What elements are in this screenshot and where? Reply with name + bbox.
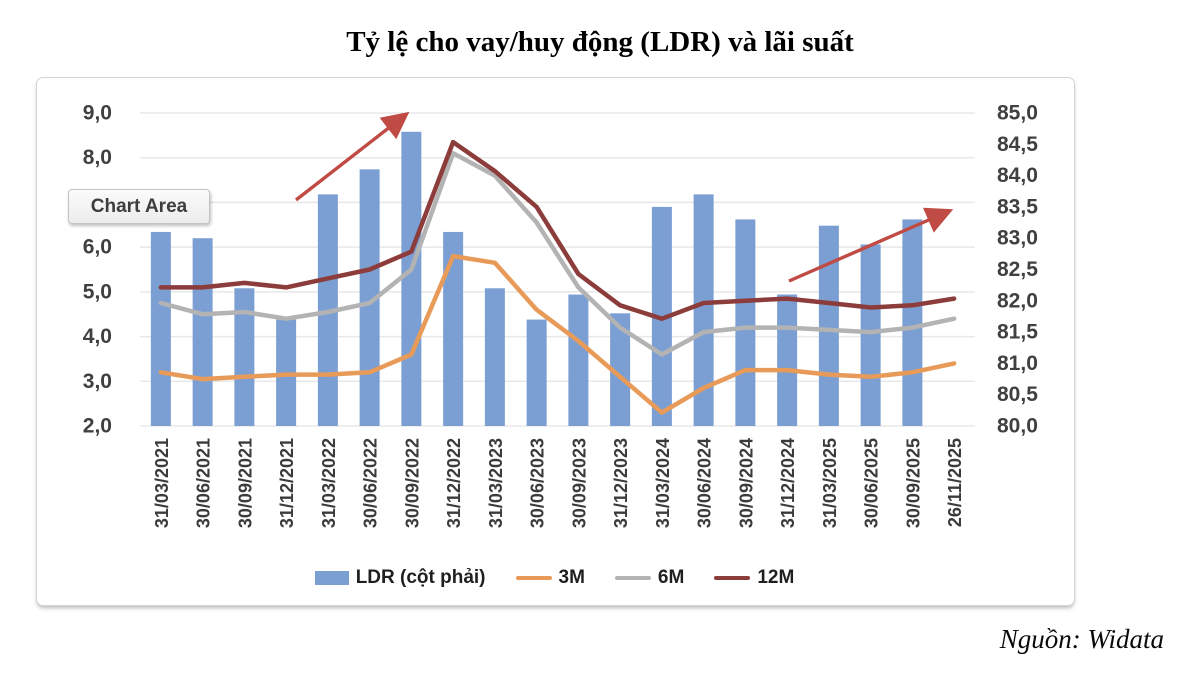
legend-item-ldr[interactable]: LDR (cột phải) (314, 567, 486, 589)
legend-swatch-ldr (314, 571, 349, 585)
chart-area-tooltip: Chart Area (68, 189, 210, 224)
legend-label-3m: 3M (558, 567, 585, 588)
legend-swatch-3m (515, 575, 552, 581)
source-note: Nguồn: Widata (999, 624, 1164, 654)
legend-swatch-6m (614, 575, 651, 581)
legend-label-ldr: LDR (cột phải) (355, 567, 486, 588)
legend-item-12m[interactable]: 12M (714, 567, 794, 589)
chart-panel[interactable] (36, 77, 1075, 606)
legend-item-6m[interactable]: 6M (614, 567, 685, 589)
legend-item-3m[interactable]: 3M (515, 567, 585, 589)
chart-legend: LDR (cột phải) 3M 6M 12M (36, 563, 1073, 593)
legend-label-12m: 12M (757, 567, 795, 588)
legend-swatch-12m (714, 575, 751, 581)
chart-title: Tỷ lệ cho vay/huy động (LDR) và lãi suất (346, 26, 854, 58)
legend-label-6m: 6M (657, 567, 685, 588)
